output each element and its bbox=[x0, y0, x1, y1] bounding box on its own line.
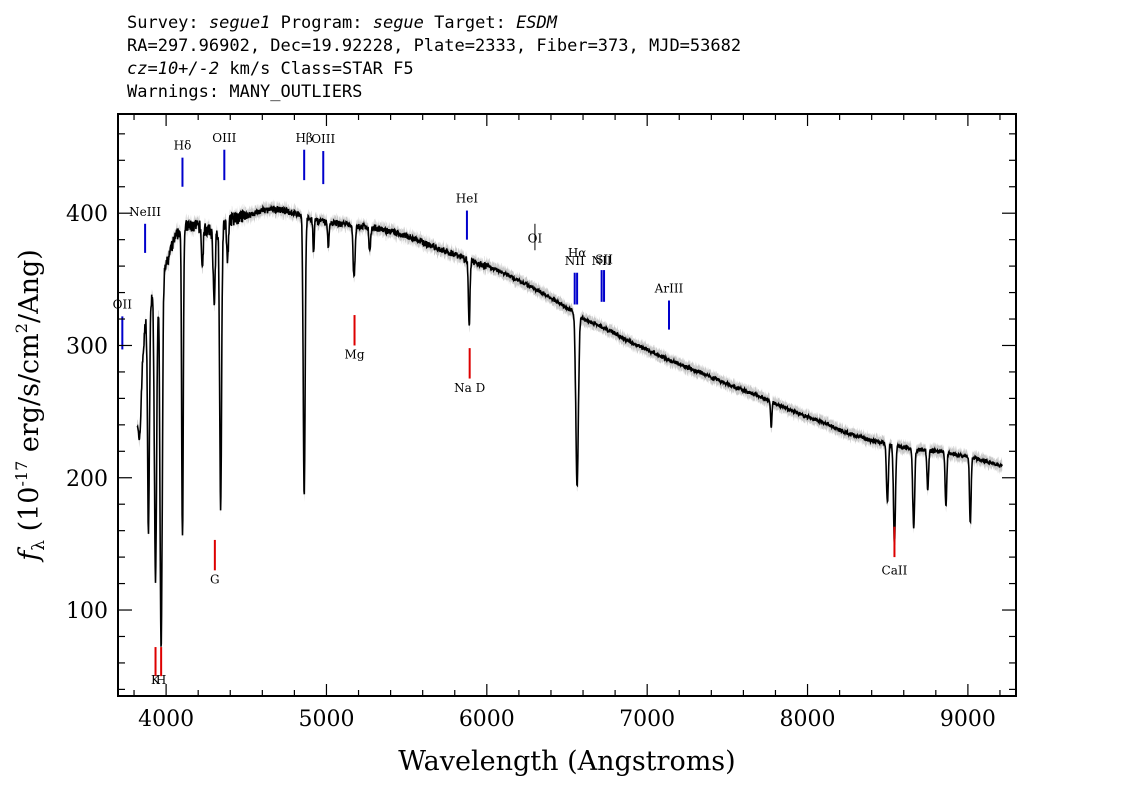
program-value: segue bbox=[372, 13, 424, 33]
axis-ticks: 4000 5000 6000 7000 8000 9000 100 200 300 400 bbox=[66, 114, 1016, 732]
survey-value: segue1 bbox=[208, 13, 271, 33]
line-marker-label: ArIII bbox=[654, 282, 684, 296]
y-label-post: /Ang) bbox=[14, 249, 45, 323]
line-marker-label: OI bbox=[528, 231, 543, 245]
line-marker-label: NII bbox=[592, 254, 612, 268]
line-marker-label: Hδ bbox=[174, 139, 192, 153]
line-marker-label: HeI bbox=[456, 192, 479, 206]
y-tick-label: 200 bbox=[66, 467, 108, 492]
y-label-exp2: 2 bbox=[12, 323, 31, 333]
redshift-value: cz=10+/-2 bbox=[127, 59, 220, 79]
program-label: Program: bbox=[280, 13, 363, 33]
line-marker-label: OIII bbox=[212, 131, 236, 145]
line-marker-label: K bbox=[151, 673, 161, 687]
plot-frame bbox=[117, 113, 1017, 697]
line-marker-label: Na D bbox=[454, 381, 485, 395]
line-marker-label: OIII bbox=[311, 132, 335, 146]
y-label-mid: erg/s/cm bbox=[14, 333, 45, 461]
x-tick-label: 4000 bbox=[138, 707, 194, 732]
y-tick-label: 100 bbox=[66, 599, 108, 624]
line-marker-label: Mg bbox=[345, 348, 365, 362]
y-label-exp: -17 bbox=[12, 461, 31, 487]
x-tick-label: 8000 bbox=[780, 707, 836, 732]
x-tick-label: 5000 bbox=[298, 707, 354, 732]
target-value: ESDM bbox=[516, 13, 558, 33]
x-tick-label: 6000 bbox=[459, 707, 515, 732]
line-marker-label: Hβ bbox=[295, 131, 312, 145]
y-tick-label: 400 bbox=[66, 202, 108, 227]
line-marker-label: NII bbox=[565, 254, 585, 268]
line-marker-label: Hα bbox=[568, 246, 587, 260]
line-marker-label: CaII bbox=[882, 563, 908, 577]
flux-series bbox=[136, 204, 1003, 647]
line-marker-label: H bbox=[156, 673, 166, 687]
header-survey-line: Survey: segue1 Program: segue Target: ES… bbox=[127, 12, 741, 35]
line-marker-label: G bbox=[210, 573, 220, 587]
x-tick-label: 9000 bbox=[940, 707, 996, 732]
plot-border bbox=[117, 113, 1017, 697]
line-marker-label: OII bbox=[113, 297, 133, 311]
line-marker-label: NeIII bbox=[129, 205, 161, 219]
y-label-pre: (10 bbox=[14, 487, 45, 540]
flux-line bbox=[136, 204, 1003, 647]
spectrum-header: Survey: segue1 Program: segue Target: ES… bbox=[127, 12, 741, 104]
x-axis-label: Wavelength (Angstroms) bbox=[398, 746, 735, 777]
survey-label: Survey: bbox=[127, 13, 199, 33]
redshift-class: km/s Class=STAR F5 bbox=[219, 59, 414, 79]
target-label: Target: bbox=[434, 13, 506, 33]
header-redshift-line: cz=10+/-2 km/s Class=STAR F5 bbox=[127, 58, 741, 81]
x-tick-label: 7000 bbox=[619, 707, 675, 732]
header-warnings-line: Warnings: MANY_OUTLIERS bbox=[127, 82, 363, 102]
y-label-sub: λ bbox=[29, 540, 49, 551]
y-tick-label: 300 bbox=[66, 334, 108, 359]
y-axis-label: fλ (10-17 erg/s/cm2/Ang) bbox=[12, 249, 49, 563]
header-coordinates-line: RA=297.96902, Dec=19.92228, Plate=2333, … bbox=[127, 36, 742, 56]
line-marker-label: SII bbox=[595, 252, 613, 266]
